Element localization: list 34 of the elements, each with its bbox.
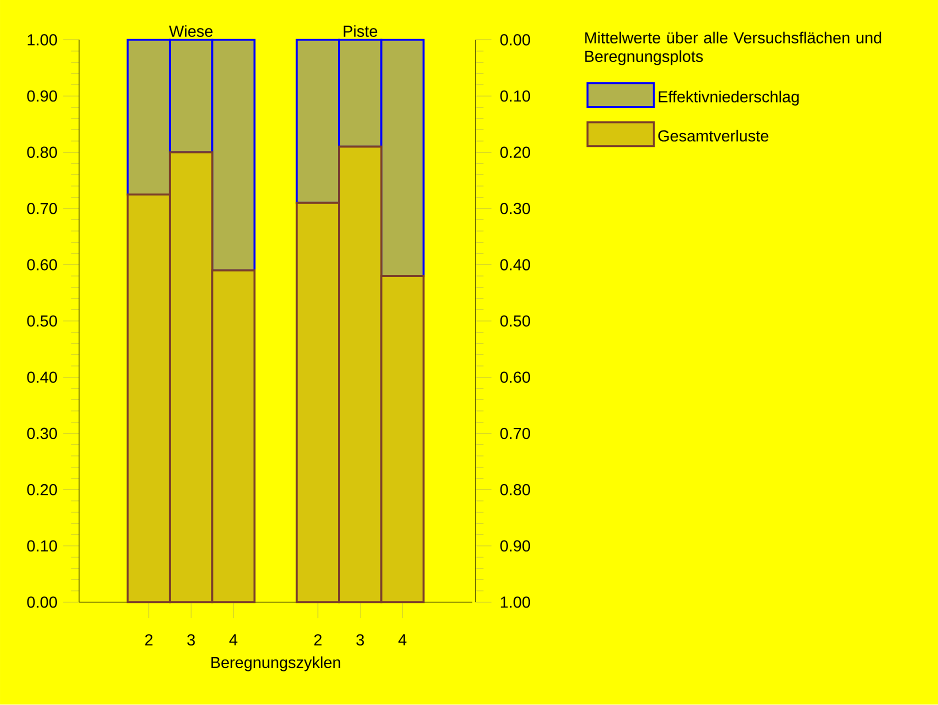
y2-tick-label: 0.10 — [500, 90, 530, 102]
text: Piste — [344, 25, 378, 38]
y-tick-label: 0.50 — [27, 316, 57, 327]
y-tick-label: 0.60 — [27, 259, 57, 271]
x-tick-label: 2 — [314, 634, 322, 646]
y-tick-label: 0.10 — [27, 540, 57, 552]
x-tick-label: 3 — [187, 634, 195, 646]
text: Wiese — [169, 25, 212, 38]
legend-title: Mittelwerte über alle Versuchsflächen und Beregnungsplots — [585, 32, 882, 66]
y2-tick-label: 0.50 — [500, 316, 530, 327]
y2-tick-label: 0.20 — [500, 146, 530, 158]
y-tick-label: 0.00 — [27, 596, 57, 608]
y-tick-label: 0.70 — [27, 203, 57, 214]
legend-label: Effektivniederschlag — [658, 90, 799, 106]
y2-tick-label: 0.70 — [500, 428, 530, 440]
y-tick-label: 0.90 — [27, 90, 57, 102]
x-tick-label: 4 — [229, 634, 238, 646]
y2-tick-label: 0.00 — [500, 34, 530, 46]
y2-tick-label: 0.60 — [500, 372, 530, 384]
y-tick-label: 1.00 — [28, 34, 57, 46]
y-tick-label: 0.20 — [27, 484, 57, 496]
x-tick-label: 4 — [398, 634, 406, 646]
x-axis-title: Beregnungszyklen — [211, 656, 340, 672]
legend-label: Gesamtverluste — [658, 130, 768, 142]
y2-tick-label: 0.30 — [500, 203, 530, 214]
y2-tick-label: 0.40 — [500, 259, 530, 271]
y2-tick-label: 0.80 — [500, 484, 530, 496]
x-tick-label: 3 — [356, 634, 364, 646]
y-tick-label: 0.40 — [27, 372, 57, 384]
x-tick-label: 2 — [145, 634, 152, 646]
y2-tick-label: 0.90 — [500, 540, 530, 552]
y-tick-label: 0.80 — [27, 146, 57, 158]
y2-tick-label: 1.00 — [500, 596, 530, 608]
y-tick-label: 0.30 — [27, 428, 57, 440]
